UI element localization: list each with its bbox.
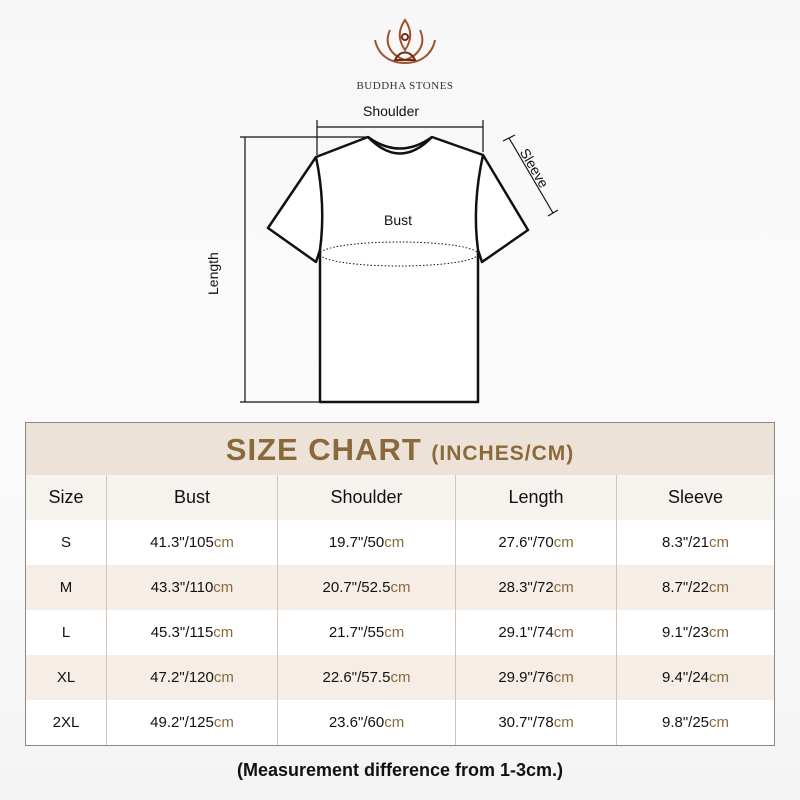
unit-cm: cm	[390, 669, 411, 686]
cell-value: XL	[56, 669, 76, 686]
unit-cm: cm	[553, 579, 574, 596]
cell-sleeve: 9.1"/23 cm	[616, 610, 774, 655]
unit-cm: cm	[709, 534, 730, 551]
cell-value: 49.2"/125	[150, 714, 214, 731]
cell-value: 21.7"/55	[328, 624, 385, 641]
size-chart-table: SIZE CHART (INCHES/CM) Size Bust Shoulde…	[25, 422, 775, 746]
cell-sleeve: 8.3"/21 cm	[616, 520, 774, 565]
size-chart-title: SIZE CHART (INCHES/CM)	[26, 423, 774, 475]
cell-length: 27.6"/70 cm	[455, 520, 616, 565]
unit-cm: cm	[384, 534, 405, 551]
cell-value: 29.1"/74	[498, 624, 554, 641]
cell-shoulder: 22.6"/57.5 cm	[277, 655, 455, 700]
lotus-meditation-icon	[374, 18, 436, 64]
unit-cm: cm	[709, 669, 730, 686]
unit-cm: cm	[213, 579, 234, 596]
measurement-note: (Measurement difference from 1-3cm.)	[236, 760, 564, 780]
cell-value: 2XL	[52, 714, 80, 731]
brand-logo: BUDDHA STONES	[350, 15, 460, 92]
cell-bust: 47.2"/120 cm	[106, 655, 277, 700]
unit-cm: cm	[709, 579, 730, 596]
unit-cm: cm	[390, 579, 411, 596]
unit-cm: cm	[384, 624, 405, 641]
length-label: Length	[205, 252, 221, 295]
cell-value: 29.9"/76	[498, 669, 554, 686]
cell-value: S	[60, 534, 71, 551]
unit-cm: cm	[384, 714, 405, 731]
cell-length: 29.9"/76 cm	[455, 655, 616, 700]
cell-value: 20.7"/52.5	[322, 579, 391, 596]
bust-label: Bust	[384, 212, 413, 228]
table-row: XL 47.2"/120 cm 22.6"/57.5 cm 29.9"/76 cm 9.4"/…	[26, 655, 774, 700]
cell-size: S	[26, 520, 106, 565]
cell-sleeve: 9.4"/24 cm	[616, 655, 774, 700]
cell-value: 23.6"/60	[328, 714, 385, 731]
title-units: (INCHES/CM)	[431, 442, 575, 465]
cell-size: L	[26, 610, 106, 655]
header-bust: Bust	[106, 475, 277, 520]
unit-cm: cm	[553, 534, 574, 551]
cell-value: 9.8"/25	[661, 714, 710, 731]
brand-name: BUDDHA STONES	[356, 80, 454, 92]
unit-cm: cm	[709, 714, 730, 731]
cell-shoulder: 21.7"/55 cm	[277, 610, 455, 655]
unit-cm: cm	[213, 624, 234, 641]
tshirt-diagram	[240, 120, 559, 404]
cell-value: 47.2"/120	[150, 669, 214, 686]
cell-length: 30.7"/78 cm	[455, 700, 616, 745]
cell-value: 30.7"/78	[498, 714, 554, 731]
cell-value: 9.1"/23	[661, 624, 710, 641]
header-sleeve: Sleeve	[616, 475, 774, 520]
cell-size: M	[26, 565, 106, 610]
cell-size: 2XL	[26, 700, 106, 745]
cell-value: 28.3"/72	[498, 579, 554, 596]
cell-value: 9.4"/24	[661, 669, 710, 686]
cell-bust: 49.2"/125 cm	[106, 700, 277, 745]
unit-cm: cm	[553, 714, 574, 731]
cell-value: 19.7"/50	[328, 534, 385, 551]
title-main: SIZE CHART	[225, 432, 422, 467]
table-row: S 41.3"/105 cm 19.7"/50 cm 27.6"/70 cm 8.3"/21 c…	[26, 520, 774, 565]
cell-value: L	[61, 624, 71, 641]
header-length: Length	[455, 475, 616, 520]
cell-length: 29.1"/74 cm	[455, 610, 616, 655]
cell-value: 8.7"/22	[661, 579, 710, 596]
cell-bust: 43.3"/110 cm	[106, 565, 277, 610]
table-row: 2XL 49.2"/125 cm 23.6"/60 cm 30.7"/78 cm 9.8"/2…	[26, 700, 774, 745]
table-row: M 43.3"/110 cm 20.7"/52.5 cm 28.3"/72 cm 8.7"/2…	[26, 565, 774, 610]
cell-length: 28.3"/72 cm	[455, 565, 616, 610]
unit-cm: cm	[213, 714, 234, 731]
cell-value: 45.3"/115	[150, 624, 214, 641]
cell-size: XL	[26, 655, 106, 700]
cell-value: 43.3"/110	[150, 579, 214, 596]
cell-shoulder: 20.7"/52.5 cm	[277, 565, 455, 610]
shoulder-label: Shoulder	[363, 103, 420, 119]
cell-shoulder: 19.7"/50 cm	[277, 520, 455, 565]
unit-cm: cm	[553, 669, 574, 686]
cell-value: 22.6"/57.5	[322, 669, 391, 686]
unit-cm: cm	[553, 624, 574, 641]
cell-shoulder: 23.6"/60 cm	[277, 700, 455, 745]
cell-value: 27.6"/70	[498, 534, 554, 551]
cell-value: M	[59, 579, 73, 596]
cell-value: 8.3"/21	[661, 534, 710, 551]
table-row: L 45.3"/115 cm 21.7"/55 cm 29.1"/74 cm 9.1"/23 c…	[26, 610, 774, 655]
unit-cm: cm	[213, 669, 234, 686]
header-row: Size Bust Shoulder Length Sleeve	[26, 475, 774, 520]
cell-value: 41.3"/105	[150, 534, 214, 551]
cell-sleeve: 8.7"/22 cm	[616, 565, 774, 610]
unit-cm: cm	[709, 624, 730, 641]
header-shoulder: Shoulder	[277, 475, 455, 520]
cell-bust: 45.3"/115 cm	[106, 610, 277, 655]
unit-cm: cm	[213, 534, 234, 551]
cell-sleeve: 9.8"/25 cm	[616, 700, 774, 745]
header-size: Size	[48, 487, 84, 507]
cell-bust: 41.3"/105 cm	[106, 520, 277, 565]
